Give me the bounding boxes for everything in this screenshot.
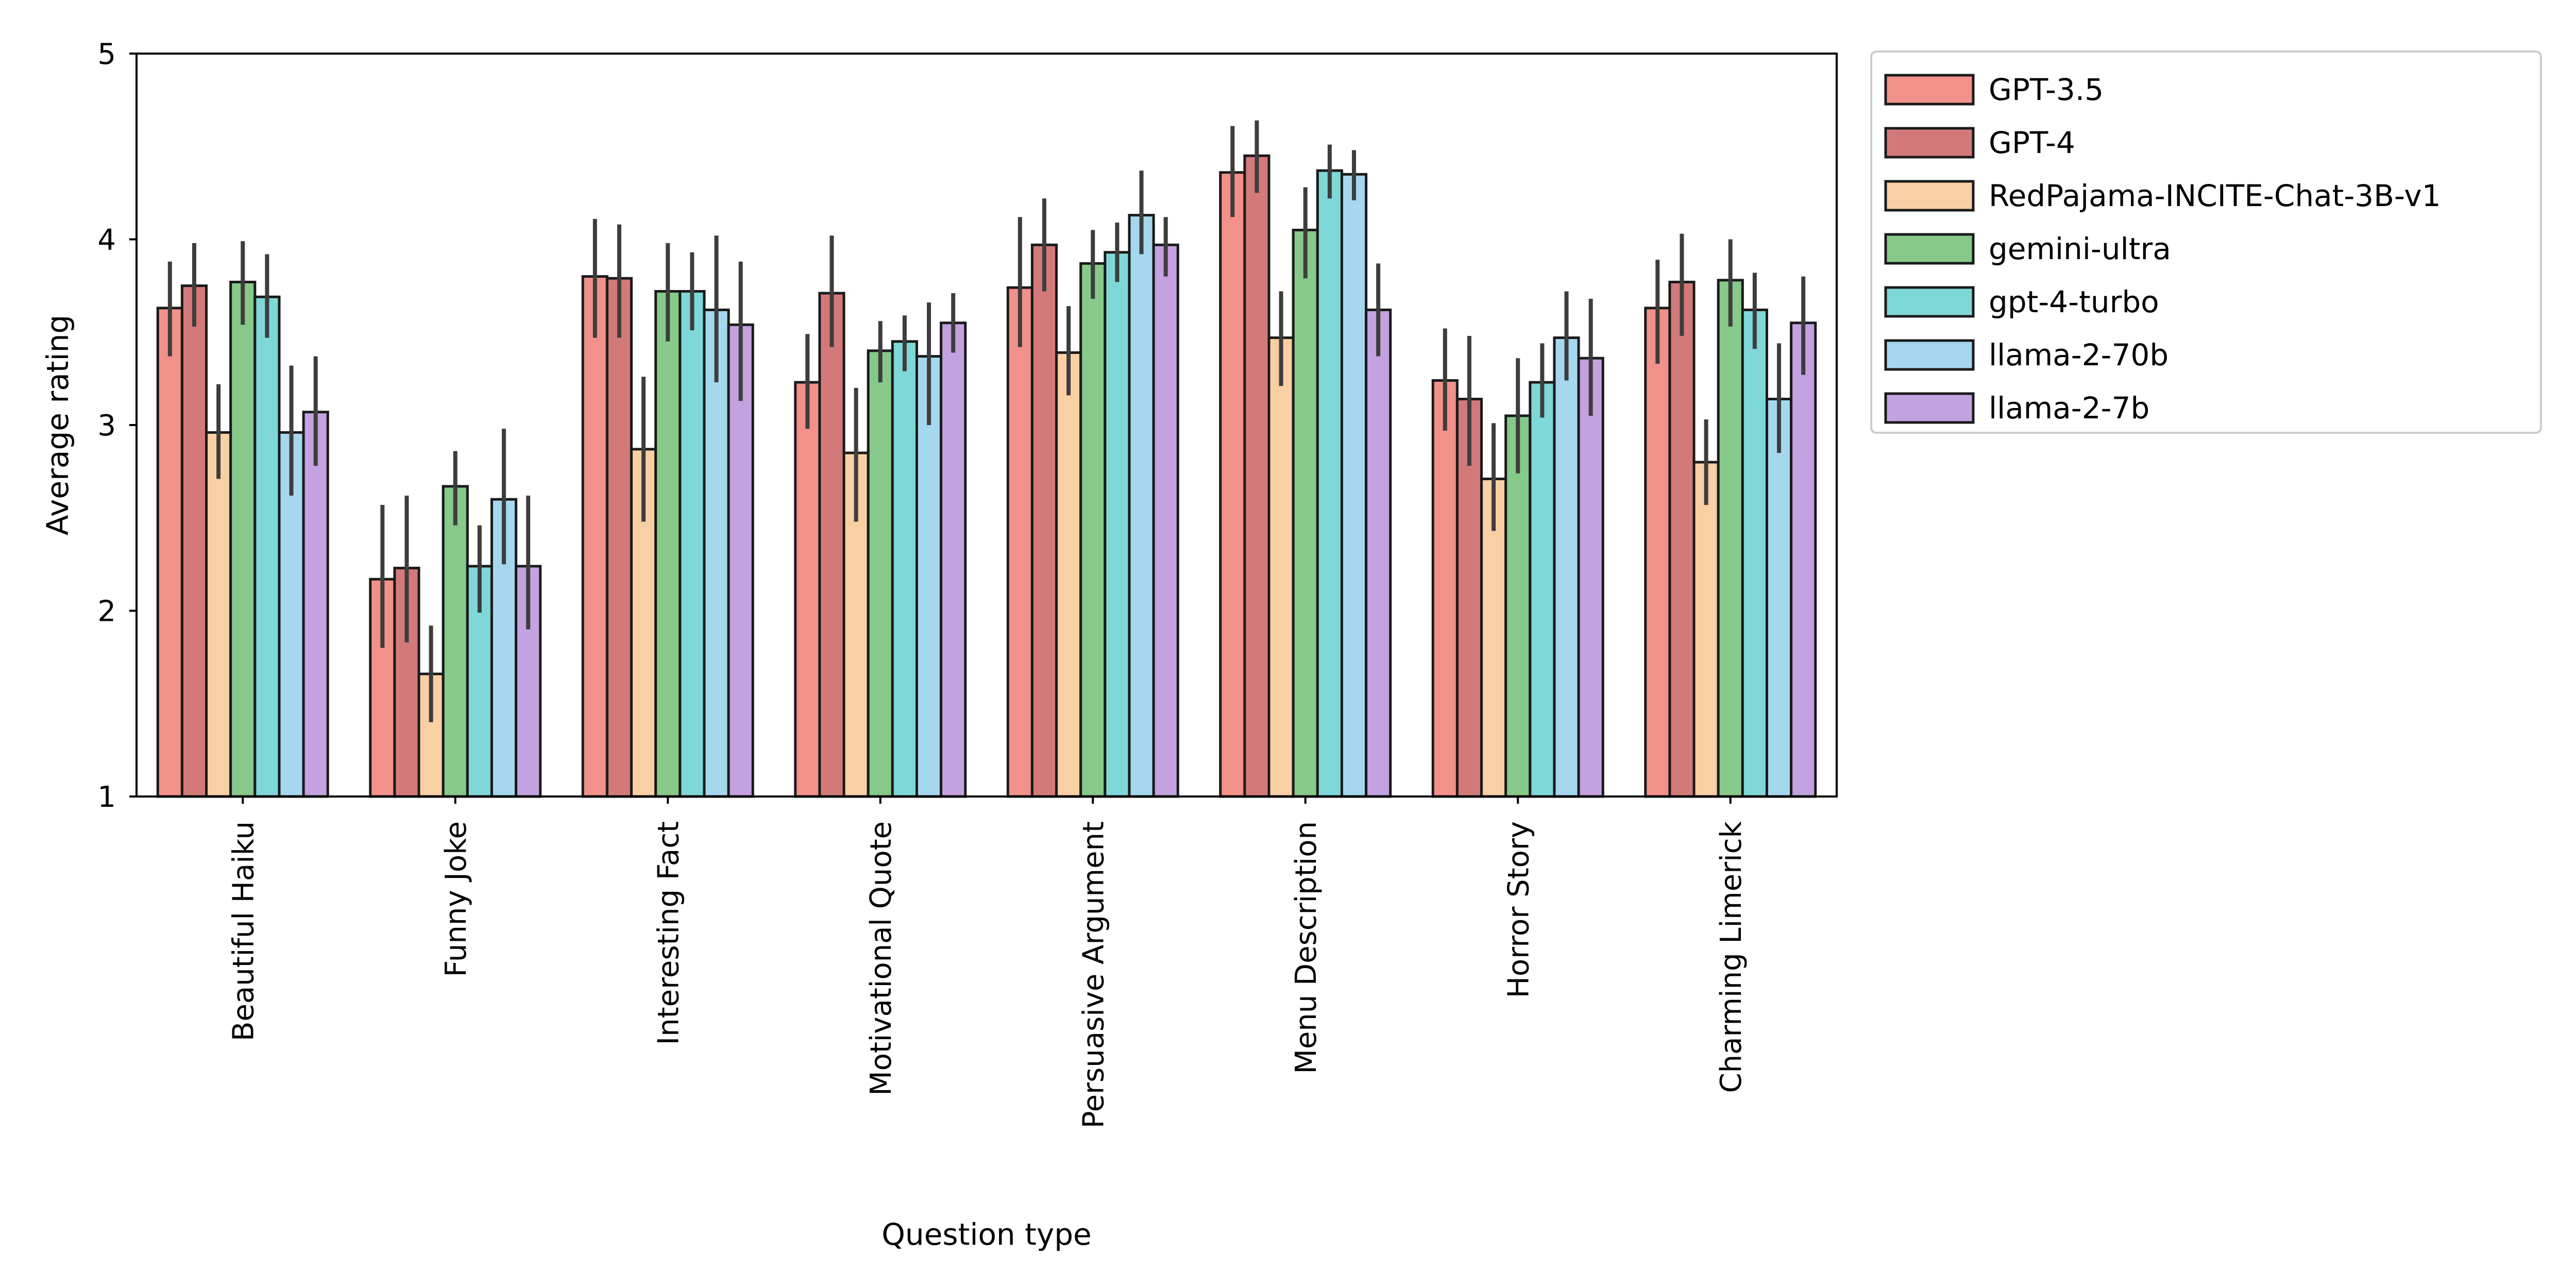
legend-swatch-llama-2-7b xyxy=(1884,392,1975,424)
legend-swatch-llama-2-70b xyxy=(1884,339,1975,371)
bar-gemini-ultra-Interesting Fact xyxy=(654,290,682,798)
bar-GPT-4-Charming Limerick xyxy=(1668,280,1696,798)
y-tick-label: 4 xyxy=(97,224,116,257)
x-tick-label: Menu Description xyxy=(1290,821,1323,1074)
bar-llama-2-7b-Horror Story xyxy=(1577,357,1604,798)
x-tick-label: Charming Limerick xyxy=(1715,821,1748,1093)
bar-GPT-4-Motivational Quote xyxy=(818,292,845,798)
bar-gpt-4-turbo-Menu Description xyxy=(1316,169,1343,798)
legend-label-GPT-4: GPT-4 xyxy=(1989,125,2075,160)
bar-GPT-3.5-Motivational Quote xyxy=(794,381,821,798)
y-tick-label: 2 xyxy=(97,595,116,629)
bar-gpt-4-turbo-Motivational Quote xyxy=(891,340,918,798)
bar-llama-2-7b-Persuasive Argument xyxy=(1152,243,1179,798)
bar-GPT-4-Menu Description xyxy=(1243,154,1270,798)
bar-llama-2-70b-Charming Limerick xyxy=(1765,398,1793,798)
legend-label-gemini-ultra: gemini-ultra xyxy=(1989,231,2171,266)
bar-GPT-3.5-Interesting Fact xyxy=(581,275,608,798)
bar-GPT-3.5-Horror Story xyxy=(1431,379,1459,798)
bar-RedPajama-INCITE-Chat-3B-v1-Persuasive Argument xyxy=(1055,351,1082,798)
plot-area-frame xyxy=(135,53,1838,798)
x-tick-label: Beautiful Haiku xyxy=(227,821,260,1041)
bar-GPT-3.5-Menu Description xyxy=(1219,171,1246,798)
bar-llama-2-7b-Charming Limerick xyxy=(1790,321,1817,798)
bar-llama-2-7b-Menu Description xyxy=(1365,308,1392,798)
legend-label-RedPajama-INCITE-Chat-3B-v1: RedPajama-INCITE-Chat-3B-v1 xyxy=(1989,178,2441,213)
y-axis-ticks: 1 2 3 4 5 xyxy=(97,38,137,814)
bar-llama-2-70b-Menu Description xyxy=(1340,173,1368,798)
error-bars-layer xyxy=(167,120,1806,722)
x-tick-label: Motivational Quote xyxy=(865,821,898,1096)
legend-swatch-GPT-4 xyxy=(1884,127,1975,159)
legend-swatch-gemini-ultra xyxy=(1884,233,1975,265)
bar-gpt-4-turbo-Horror Story xyxy=(1529,381,1556,798)
bar-llama-2-7b-Motivational Quote xyxy=(940,321,967,798)
y-tick-label: 3 xyxy=(97,409,116,443)
bar-gemini-ultra-Charming Limerick xyxy=(1717,279,1744,798)
legend: GPT-3.5 GPT-4 RedPajama-INCITE-Chat-3B-v1 g… xyxy=(1870,50,2542,434)
bar-gemini-ultra-Motivational Quote xyxy=(867,349,894,798)
bar-gpt-4-turbo-Persuasive Argument xyxy=(1104,251,1131,798)
x-axis-ticks: Beautiful Haiku Funny Joke Interesting Fac… xyxy=(227,796,1748,1128)
legend-label-llama-2-7b: llama-2-7b xyxy=(1989,391,2149,426)
legend-swatch-RedPajama-INCITE-Chat-3B-v1 xyxy=(1884,180,1975,212)
bar-GPT-3.5-Persuasive Argument xyxy=(1006,286,1033,798)
legend-box xyxy=(1870,50,2542,434)
bar-GPT-4-Persuasive Argument xyxy=(1030,243,1058,798)
bar-gemini-ultra-Funny Joke xyxy=(442,485,469,798)
x-tick-label: Horror Story xyxy=(1502,821,1535,998)
bar-gemini-ultra-Persuasive Argument xyxy=(1079,262,1107,798)
bar-gpt-4-turbo-Interesting Fact xyxy=(679,290,706,798)
y-tick-label: 1 xyxy=(97,781,116,814)
bar-RedPajama-INCITE-Chat-3B-v1-Menu Description xyxy=(1267,336,1295,798)
bar-gpt-4-turbo-Beautiful Haiku xyxy=(253,295,281,798)
bars-layer xyxy=(156,154,1817,798)
bar-GPT-4-Beautiful Haiku xyxy=(180,284,208,798)
bar-GPT-4-Interesting Fact xyxy=(605,277,633,798)
bar-llama-2-70b-Persuasive Argument xyxy=(1128,214,1155,798)
bar-GPT-3.5-Beautiful Haiku xyxy=(156,307,183,798)
bar-gemini-ultra-Menu Description xyxy=(1292,228,1319,798)
y-axis-title: Average rating xyxy=(40,315,75,535)
bar-RedPajama-INCITE-Chat-3B-v1-Charming Limerick xyxy=(1692,461,1720,798)
x-tick-label: Interesting Fact xyxy=(652,821,685,1045)
legend-label-gpt-4-turbo: gpt-4-turbo xyxy=(1989,284,2159,319)
y-tick-label: 5 xyxy=(97,38,116,71)
bar-llama-2-7b-Beautiful Haiku xyxy=(302,411,329,798)
x-axis-title: Question type xyxy=(882,1217,1091,1252)
bar-llama-2-70b-Interesting Fact xyxy=(703,308,730,798)
legend-swatch-gpt-4-turbo xyxy=(1884,286,1975,318)
bar-gpt-4-turbo-Charming Limerick xyxy=(1741,308,1768,798)
legend-swatch-GPT-3.5 xyxy=(1884,74,1975,106)
x-tick-label: Persuasive Argument xyxy=(1077,821,1110,1128)
bar-llama-2-70b-Horror Story xyxy=(1553,336,1580,798)
legend-label-GPT-3.5: GPT-3.5 xyxy=(1989,72,2104,107)
x-tick-label: Funny Joke xyxy=(439,821,473,977)
bar-RedPajama-INCITE-Chat-3B-v1-Beautiful Haiku xyxy=(205,431,232,798)
legend-label-llama-2-70b: llama-2-70b xyxy=(1989,337,2168,372)
bar-GPT-3.5-Charming Limerick xyxy=(1644,307,1671,798)
bar-gemini-ultra-Beautiful Haiku xyxy=(229,280,257,798)
